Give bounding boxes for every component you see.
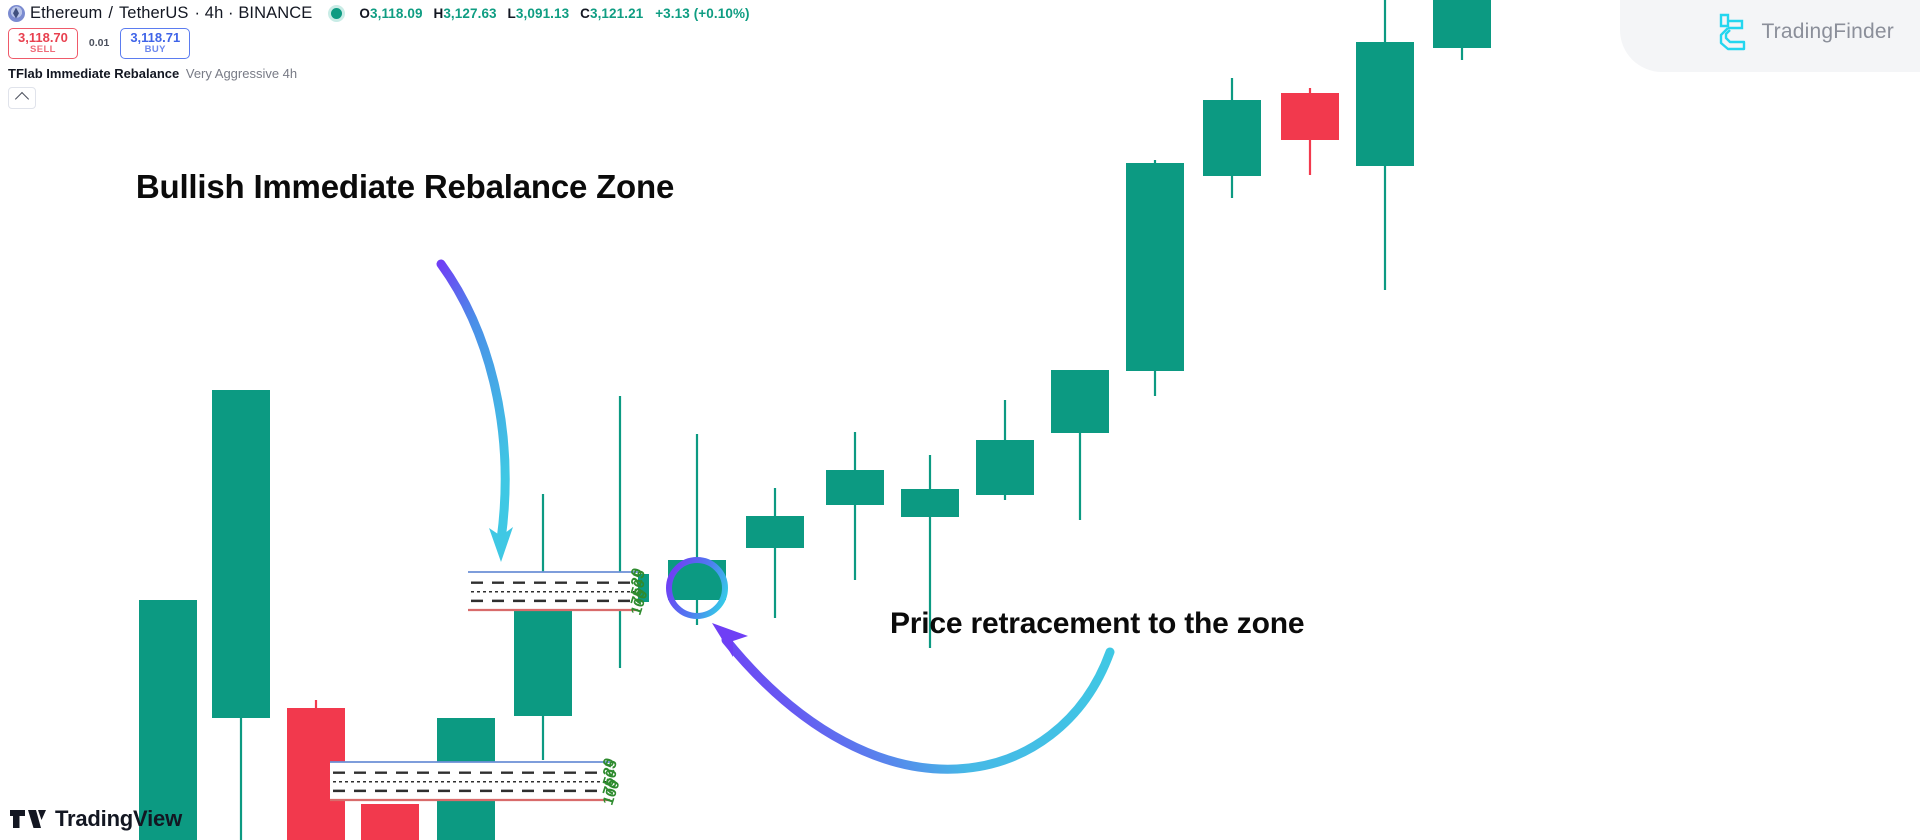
upper-rebalance-zone bbox=[468, 571, 638, 612]
indicator-row[interactable]: TFlab Immediate Rebalance Very Aggressiv… bbox=[8, 66, 750, 81]
spread-value: 0.01 bbox=[88, 37, 110, 50]
candle-body bbox=[901, 489, 959, 517]
chevron-up-icon bbox=[14, 92, 30, 107]
ohlc-high-value: 3,127.63 bbox=[443, 5, 497, 21]
ohlc-close-label: C bbox=[580, 5, 590, 21]
zone-fib-label: 75 bbox=[600, 777, 621, 798]
lower-rebalance-zone bbox=[330, 761, 610, 802]
tradingview-brand: TradingView bbox=[55, 806, 182, 831]
trade-buttons-row: 3,118.70 SELL 0.01 3,118.71 BUY bbox=[8, 28, 750, 59]
sell-price: 3,118.70 bbox=[18, 30, 68, 45]
symbol-quote[interactable]: TetherUS bbox=[118, 3, 189, 22]
zone-fib-label: 75 bbox=[628, 587, 649, 608]
annotation-bullish-zone: Bullish Immediate Rebalance Zone bbox=[135, 168, 675, 205]
indicator-name[interactable]: TFlab Immediate Rebalance bbox=[8, 65, 180, 81]
ohlc-open-value: 3,118.09 bbox=[369, 5, 423, 21]
buy-label: BUY bbox=[144, 43, 166, 55]
candle-body bbox=[976, 440, 1034, 495]
symbol-interval-exchange[interactable]: · 4h · BINANCE bbox=[194, 3, 313, 22]
ohlc-close-value: 3,121.21 bbox=[589, 5, 644, 21]
annotation-price-retracement: Price retracement to the zone bbox=[890, 607, 1305, 640]
ohlc-low-label: L bbox=[507, 5, 516, 21]
zone-fib-label: 25 bbox=[600, 758, 621, 779]
candle-body bbox=[139, 600, 197, 840]
sell-label: SELL bbox=[30, 43, 56, 55]
tradingfinder-logo-icon bbox=[1720, 13, 1746, 51]
buy-price: 3,118.71 bbox=[130, 30, 181, 45]
indicator-params: Very Aggressive 4h bbox=[185, 65, 298, 81]
candle-body bbox=[212, 390, 270, 718]
ohlc-high-label: H bbox=[433, 5, 444, 21]
candle-body bbox=[1356, 42, 1414, 166]
candle-body bbox=[746, 516, 804, 548]
ohlc-readout: O3,118.09 H3,127.63 L3,091.13 C3,121.21 … bbox=[359, 6, 749, 21]
ohlc-low-value: 3,091.13 bbox=[515, 5, 570, 21]
rebalance-zones-group bbox=[330, 571, 638, 802]
candle-body bbox=[1203, 100, 1261, 176]
candle-body bbox=[826, 470, 884, 505]
candle-body bbox=[1126, 163, 1184, 371]
watermark-brand: TradingFinder bbox=[1761, 20, 1894, 43]
symbol-base[interactable]: Ethereum bbox=[30, 3, 103, 22]
ohlc-change: +3.13 (+0.10%) bbox=[655, 5, 750, 21]
symbol-row[interactable]: Ethereum / TetherUS · 4h · BINANCE O3,11… bbox=[8, 2, 750, 24]
candle-body bbox=[1281, 93, 1339, 140]
candle-body bbox=[361, 804, 419, 840]
candle-body bbox=[1051, 370, 1109, 433]
buy-button[interactable]: 3,118.71 BUY bbox=[120, 28, 191, 59]
zone-fib-label: 25 bbox=[628, 568, 649, 589]
ohlc-open-label: O bbox=[359, 5, 370, 21]
candle-body bbox=[1433, 0, 1491, 48]
symbol-separator: / bbox=[108, 3, 113, 22]
chart-legend: Ethereum / TetherUS · 4h · BINANCE O3,11… bbox=[8, 2, 750, 109]
zone-fib-label: 100 bbox=[628, 588, 652, 617]
zone-pointer-arrow bbox=[436, 259, 513, 562]
market-open-dot bbox=[328, 4, 346, 22]
zone-fib-label: 100 bbox=[600, 778, 624, 807]
collapse-legend-button[interactable] bbox=[8, 86, 36, 109]
zone-fib-label: 50 bbox=[600, 767, 621, 788]
tradingview-logo: TradingView bbox=[10, 806, 182, 832]
watermark-backdrop bbox=[1620, 0, 1920, 72]
zone-fib-label: 50 bbox=[628, 577, 649, 598]
ethereum-icon bbox=[8, 4, 25, 22]
retracement-pointer-arrow bbox=[712, 623, 1115, 774]
tradingview-logo-icon bbox=[10, 810, 46, 828]
candles-group bbox=[139, 0, 1491, 840]
zone-background bbox=[468, 572, 638, 610]
tradingfinder-watermark: TradingFinder bbox=[1620, 0, 1920, 72]
retracement-circle-marker bbox=[666, 557, 728, 619]
sell-button[interactable]: 3,118.70 SELL bbox=[8, 28, 78, 59]
